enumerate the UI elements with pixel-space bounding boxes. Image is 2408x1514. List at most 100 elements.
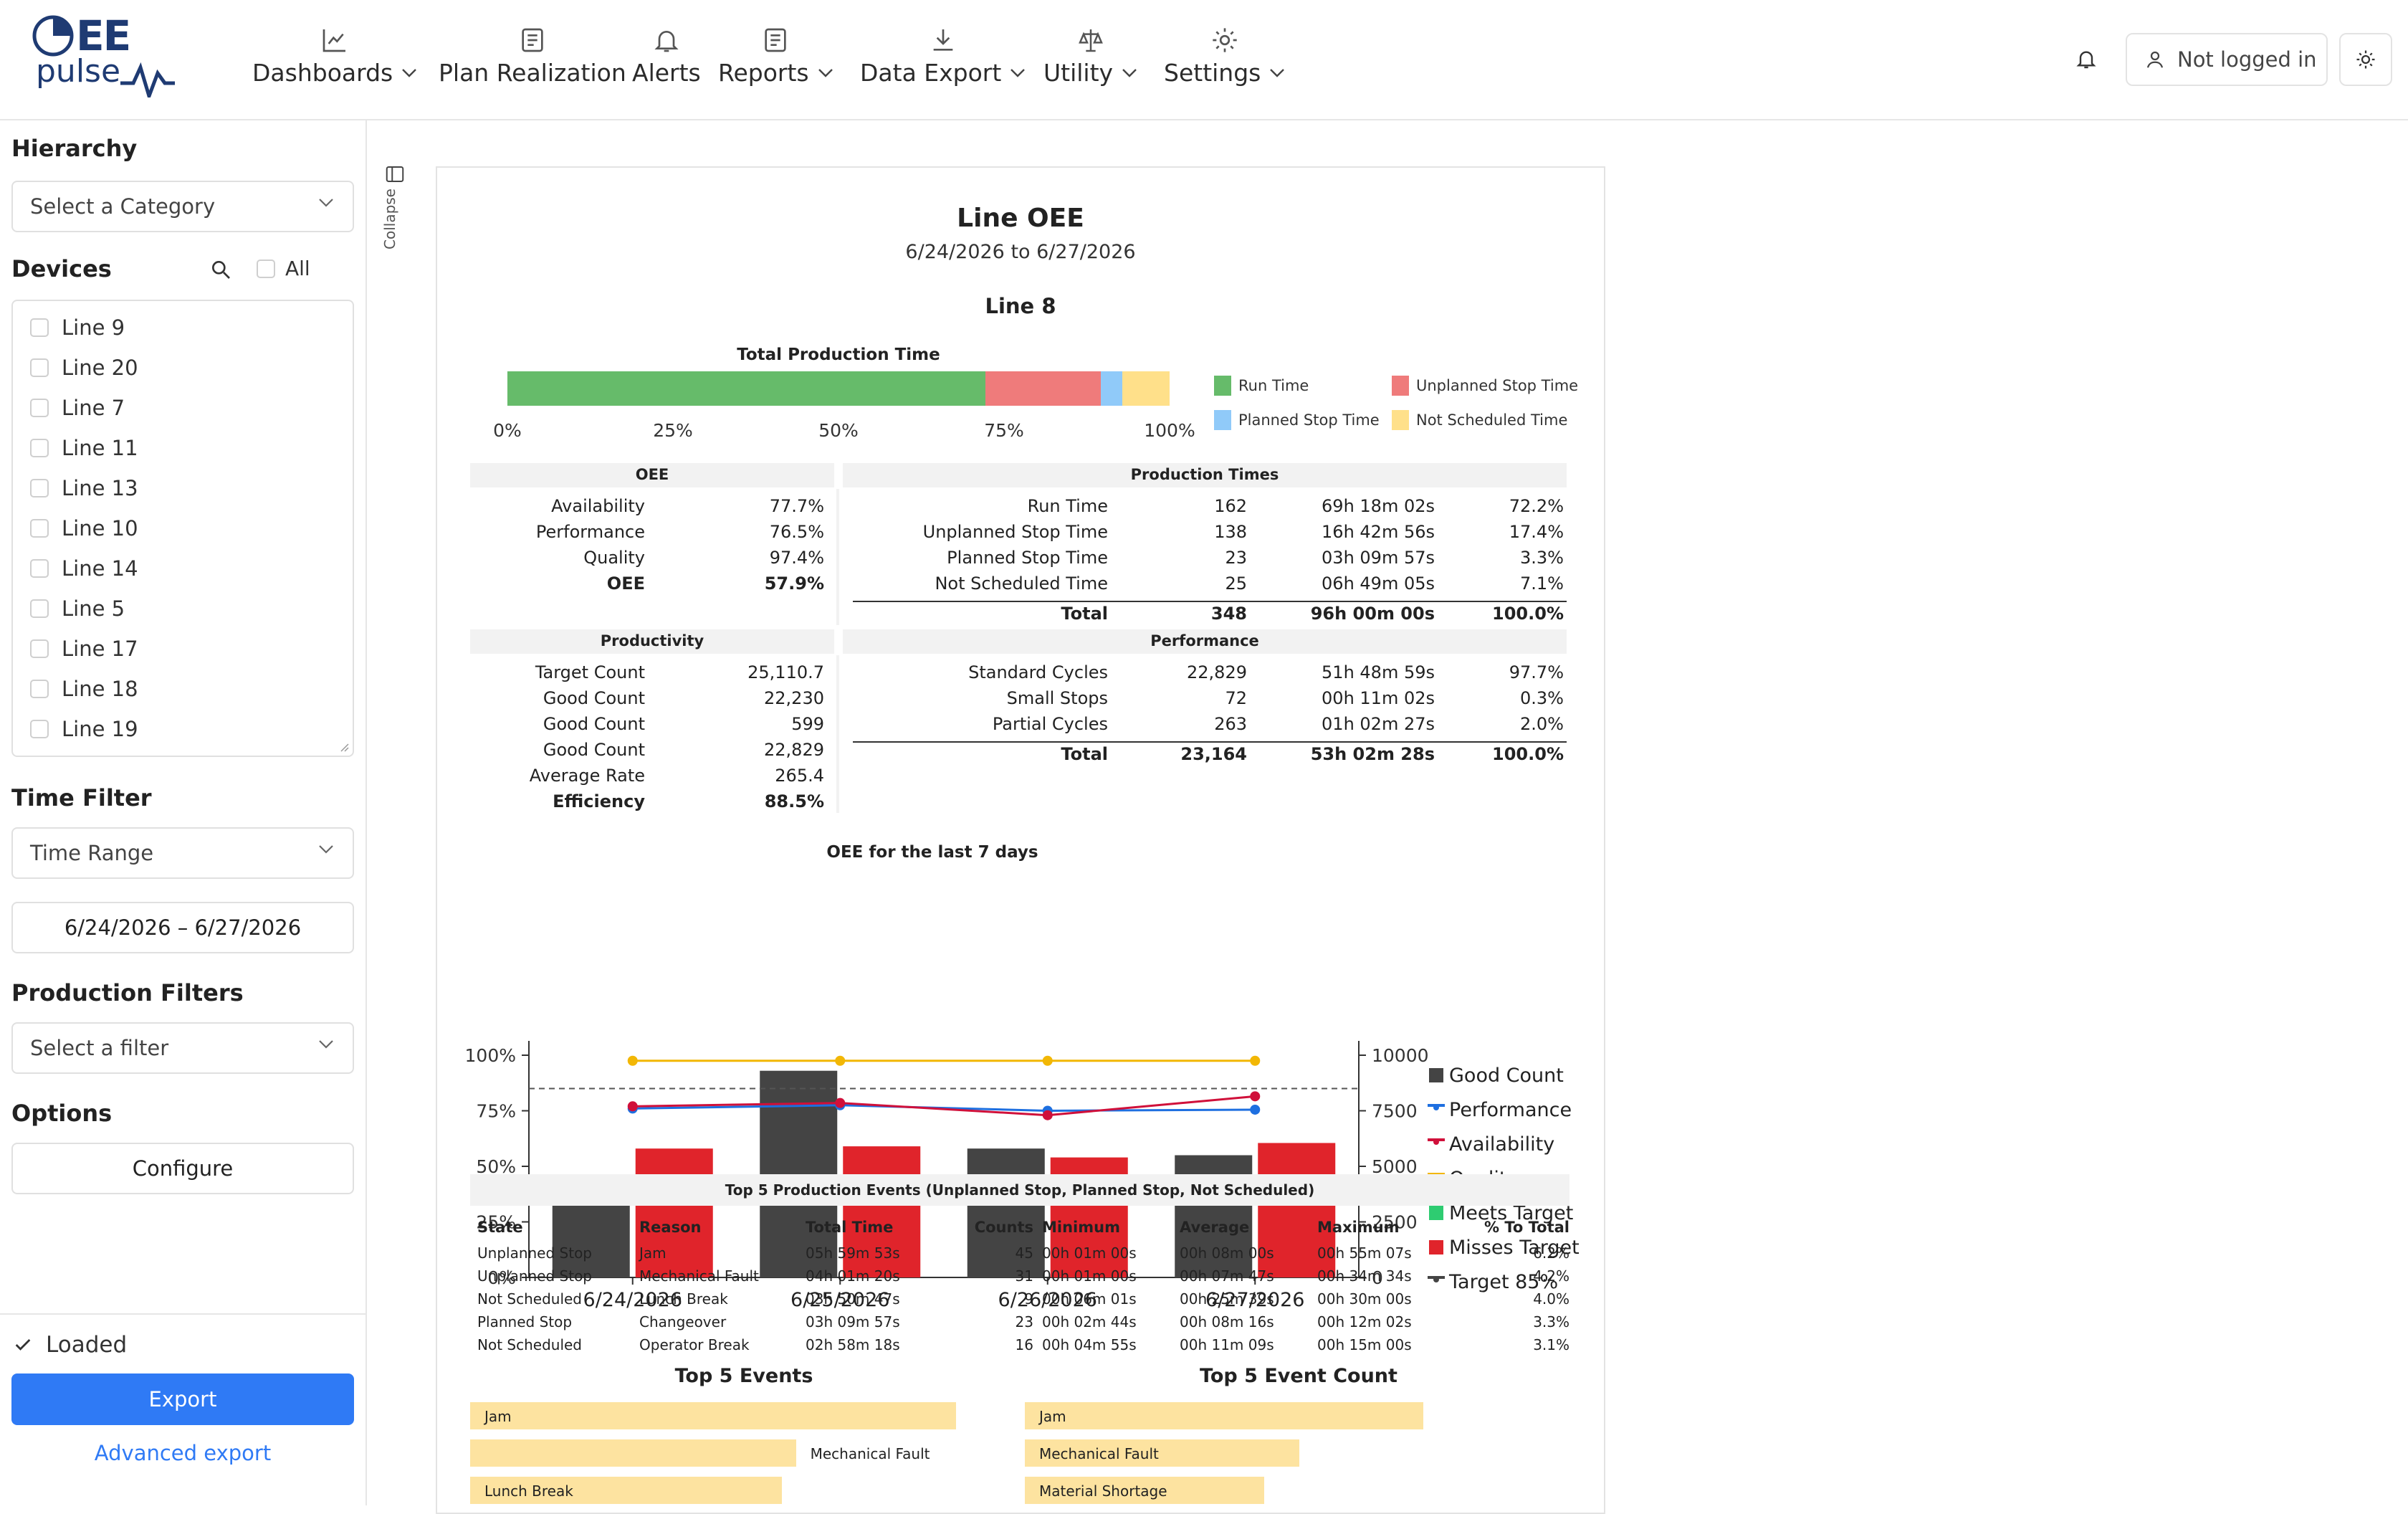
- device-item[interactable]: Line 19: [30, 711, 138, 747]
- device-item[interactable]: Line 5: [30, 591, 125, 627]
- oee-pulse-logo[interactable]: EE pulse: [29, 11, 186, 102]
- good-count-bar: [967, 1148, 1045, 1277]
- device-checkbox[interactable]: [30, 559, 49, 578]
- events-table-cell: 16: [1015, 1336, 1033, 1353]
- misses-target-bar: [635, 1148, 713, 1277]
- times-total-divider: [853, 601, 1567, 602]
- production-legend-label: Unplanned Stop Time: [1416, 377, 1579, 394]
- times-row-count: 138: [1214, 522, 1247, 542]
- device-checkbox[interactable]: [30, 479, 49, 497]
- production-filter-select[interactable]: Select a filter: [11, 1022, 354, 1074]
- notifications-button[interactable]: [2064, 42, 2108, 76]
- device-checkbox[interactable]: [30, 599, 49, 618]
- production-legend-swatch: [1392, 410, 1409, 430]
- device-label: Line 20: [62, 356, 138, 380]
- times-row-label: Total: [1061, 744, 1108, 764]
- nav-alerts[interactable]: Alerts: [632, 22, 701, 93]
- times-row-time: 51h 48m 59s: [1322, 662, 1435, 682]
- device-checkbox[interactable]: [30, 519, 49, 538]
- nav-settings[interactable]: Settings: [1164, 22, 1285, 93]
- events-table-cell: 04h 01m 20s: [806, 1267, 900, 1285]
- events-table-cell: 00h 55m 07s: [1317, 1244, 1412, 1262]
- events-table-title: Top 5 Production Events (Unplanned Stop,…: [725, 1181, 1315, 1199]
- device-item[interactable]: Line 17: [30, 631, 138, 667]
- time-filter-select[interactable]: Time Range: [11, 827, 354, 879]
- top5-bar: [1025, 1477, 1264, 1504]
- select-all-label: All: [285, 257, 310, 280]
- events-table-cell: 00h 01m 00s: [1042, 1244, 1137, 1262]
- export-button[interactable]: Export: [11, 1373, 354, 1425]
- theme-toggle-button[interactable]: [2339, 33, 2392, 86]
- device-label: Line 11: [62, 436, 138, 460]
- oee-chart-title: OEE for the last 7 days: [826, 843, 1038, 862]
- productivity-table-title: Productivity: [600, 632, 704, 649]
- production-bar-tick: 100%: [1144, 420, 1195, 441]
- oee-row-value: 76.5%: [769, 522, 824, 542]
- nav-dashboards[interactable]: Dashboards: [252, 22, 417, 93]
- device-item[interactable]: Line 7: [30, 390, 125, 426]
- production-legend-label: Not Scheduled Time: [1416, 411, 1568, 429]
- production-bar-segment: [1100, 371, 1123, 406]
- total-production-title: Total Production Time: [737, 346, 940, 364]
- times-row-time: 96h 00m 00s: [1310, 604, 1435, 624]
- device-checkbox[interactable]: [30, 358, 49, 377]
- configure-button[interactable]: Configure: [11, 1143, 354, 1194]
- times-row-pct: 7.1%: [1520, 573, 1564, 594]
- events-table-cell: Unplanned Stop: [477, 1244, 592, 1262]
- device-checkbox[interactable]: [30, 680, 49, 698]
- hierarchy-select[interactable]: Select a Category: [11, 181, 354, 232]
- right-axis-tick-label: 5000: [1372, 1156, 1418, 1177]
- productivity-row-value: 88.5%: [764, 791, 824, 811]
- times-row-label: Run Time: [1027, 496, 1108, 516]
- date-range-picker[interactable]: 6/24/2026 – 6/27/2026: [11, 902, 354, 953]
- device-item[interactable]: Line 18: [30, 671, 138, 707]
- chart-legend-label: Target 85%: [1448, 1271, 1558, 1293]
- advanced-export-link[interactable]: Advanced export: [94, 1441, 272, 1465]
- device-list[interactable]: Line 9 Line 20 Line 7 Line 11 Line 13 Line 10…: [11, 300, 354, 757]
- nav-reports-label: Reports: [718, 59, 809, 87]
- device-item[interactable]: Line 11: [30, 430, 138, 466]
- events-header-cell: Average: [1180, 1219, 1250, 1236]
- device-checkbox[interactable]: [30, 720, 49, 738]
- oee-row-value: 57.9%: [764, 573, 824, 594]
- device-item[interactable]: Line 9: [30, 310, 125, 346]
- top5-bar-label: Mechanical Fault: [1039, 1445, 1159, 1462]
- times-row-pct: 2.0%: [1520, 714, 1564, 734]
- select-all-checkbox-box[interactable]: [257, 259, 275, 278]
- top5-count-title: Top 5 Event Count: [1200, 1365, 1398, 1387]
- resize-handle-icon[interactable]: [340, 743, 350, 753]
- device-checkbox[interactable]: [30, 439, 49, 457]
- production-bar-segment: [985, 371, 1101, 406]
- chart-legend-marker: [1433, 1105, 1439, 1110]
- nav-plan-realization[interactable]: Plan Realization: [439, 22, 626, 93]
- chart-legend-label: Misses Target: [1449, 1237, 1580, 1259]
- nav-data-export[interactable]: Data Export: [860, 22, 1026, 93]
- chevron-down-icon: [1270, 68, 1285, 77]
- device-checkbox[interactable]: [30, 639, 49, 658]
- device-label: Line 14: [62, 556, 138, 581]
- times-row-count: 22,829: [1187, 662, 1247, 682]
- user-menu-button[interactable]: Not logged in: [2126, 33, 2328, 86]
- device-checkbox[interactable]: [30, 318, 49, 337]
- device-item[interactable]: Line 14: [30, 551, 138, 586]
- search-icon[interactable]: [209, 258, 232, 281]
- times-row-count: 348: [1210, 604, 1247, 624]
- productivity-row-value: 22,230: [764, 688, 824, 708]
- production-legend-label: Planned Stop Time: [1238, 411, 1380, 429]
- device-label: Line 19: [62, 717, 138, 741]
- device-item[interactable]: Line 10: [30, 510, 138, 546]
- nav-reports[interactable]: Reports: [718, 22, 833, 93]
- device-item[interactable]: Line 20: [30, 350, 138, 386]
- device-item[interactable]: Line 13: [30, 470, 138, 506]
- device-checkbox[interactable]: [30, 399, 49, 417]
- events-table-cell: 00h 11m 09s: [1180, 1336, 1274, 1353]
- collapse-sidebar-toggle[interactable]: Collapse: [367, 120, 407, 1505]
- oee-row-label: Performance: [535, 522, 645, 542]
- nav-utility[interactable]: Utility: [1043, 22, 1137, 93]
- chart-legend-swatch: [1429, 1240, 1443, 1254]
- oee-report: Line OEE 6/24/2026 to 6/27/2026 Line 8 T…: [436, 166, 1605, 1514]
- options-title: Options: [11, 1100, 113, 1127]
- production-bar-tick: 75%: [984, 420, 1024, 441]
- select-all-devices-checkbox[interactable]: All: [257, 257, 310, 280]
- events-table-cell: Lunch Break: [639, 1290, 728, 1308]
